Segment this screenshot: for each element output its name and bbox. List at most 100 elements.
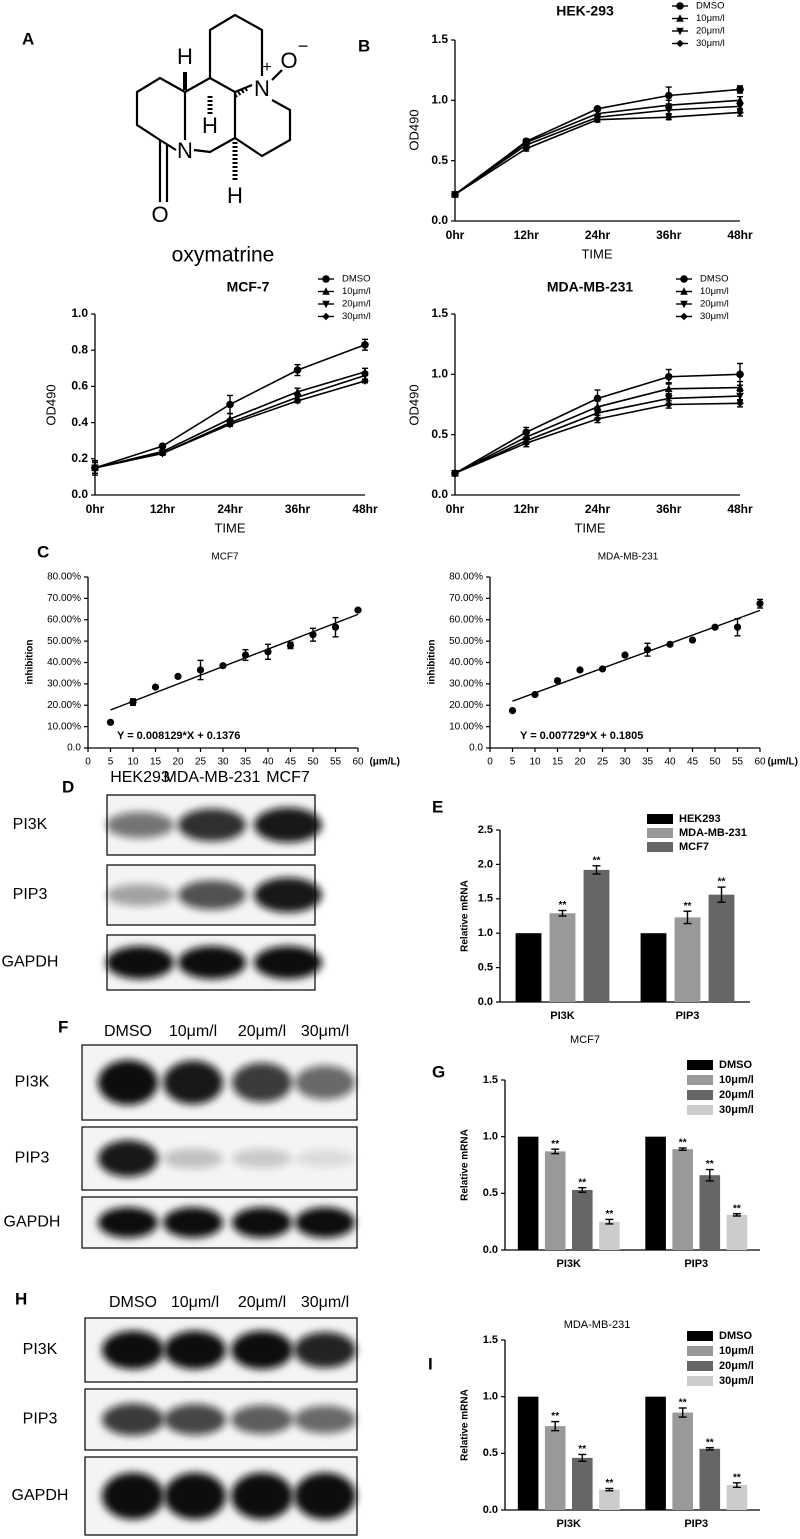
x-tick-label: 60 [352,757,364,768]
n-o-bond [271,69,283,81]
y-tick-label: 10.00% [449,721,483,732]
y-axis-label: Relative mRNA [460,1389,471,1461]
bar [517,1136,539,1250]
y-tick-label: 1.0 [71,306,88,320]
y-tick-label: 80.00% [449,572,483,583]
y-tick-label: 0.8 [71,342,88,356]
legend-swatch [647,828,673,838]
y-tick-label: 0.0 [469,743,483,754]
bar [645,1136,666,1250]
y-tick-label: 0.0 [478,996,493,1008]
blot-band [164,1472,226,1520]
bar [544,1426,566,1510]
point [643,646,652,654]
legend-label: 20μm/l [719,1089,754,1101]
y-tick-label: 80.00% [47,572,81,583]
x-tick-label: 25 [195,757,207,768]
y-tick-label: 0.4 [71,415,88,429]
y-tick-label: 50.00% [449,636,483,647]
legend-marker [322,275,330,283]
atom-label: O [280,48,297,73]
panel-label: A [22,29,34,48]
x-tick-label: 45 [285,757,297,768]
bar [674,917,701,1002]
marker [736,85,744,94]
chart-title: HEK-293 [556,3,614,19]
atom-label: N [177,138,193,163]
x-tick-label: 24hr [585,502,611,516]
blot-band [295,1065,355,1100]
y-tick-label: 60.00% [449,614,483,625]
row-label: GAPDH [2,954,59,971]
x-axis-label: TIME [214,520,245,535]
blot-band [178,808,246,842]
blot-band [231,1405,293,1434]
blot-band [98,1140,158,1177]
x-tick-label: PI3K [557,1258,582,1270]
blot-band [98,1060,158,1105]
panel-label: E [432,797,443,816]
y-tick-label: 1.5 [483,1074,498,1086]
marker [664,106,673,115]
x-axis-label: TIME [581,246,612,261]
y-axis-label: OD490 [406,384,421,425]
legend-marker [676,27,684,36]
charge-label: − [298,36,309,56]
blot-band [164,1403,226,1436]
significance-label: ** [733,1203,741,1214]
significance-label: ** [718,877,726,888]
blot-band [102,1330,164,1370]
x-tick-label: 35 [642,757,654,768]
atom-label: N [254,76,270,101]
x-tick-label: 30 [619,757,631,768]
lane-label: 30μm/l [301,1294,349,1311]
legend-label: 10μm/l [342,286,371,297]
y-axis-label: inhibition [427,640,438,685]
lane-label: DMSO [109,1294,157,1311]
significance-label: ** [684,901,692,912]
lane-label: 10μm/l [171,1294,219,1311]
bar [549,913,576,1002]
y-tick-label: 1.0 [431,93,448,107]
x-tick-label: 40 [262,757,274,768]
legend-label: DMSO [696,1,725,12]
blot-band [106,946,174,979]
legend-swatch [687,1075,713,1085]
significance-label: ** [679,1398,687,1409]
ring-bond [234,99,292,158]
marker [736,383,744,391]
point [553,677,562,685]
legend-label: 30μm/l [342,311,371,322]
x-tick-label: 50 [709,757,721,768]
chart-title: MCF-7 [227,279,270,295]
chart-title: MDA-MB-231 [547,279,634,295]
bar [699,1175,721,1250]
bar [544,1151,566,1250]
point [106,718,115,726]
blot-band [178,880,246,910]
marker [664,395,673,403]
bar [672,1149,693,1250]
x-tick-label: 10 [529,757,541,768]
x-tick-label: 10 [127,757,139,768]
lane-label: MDA-MB-231 [164,769,261,786]
y-tick-label: 1.0 [483,1131,498,1143]
point [129,698,137,706]
point [151,683,160,691]
panel-label: I [428,1354,433,1373]
blot-band [231,1330,293,1370]
x-tick-label: 12hr [514,228,540,242]
legend-label: DMSO [719,1330,752,1342]
y-tick-label: 0.5 [483,1447,498,1459]
lane-label: 10μm/l [169,1023,217,1040]
y-tick-label: 0.0 [71,487,88,501]
panel-label: D [62,777,74,796]
y-tick-label: 30.00% [47,679,81,690]
x-tick-label: 0hr [446,502,465,516]
y-tick-label: 0.5 [431,153,448,167]
y-tick-label: 20.00% [449,700,483,711]
legend-swatch [687,1090,713,1100]
marker [361,340,369,349]
x-axis-label: TIME [574,520,605,535]
x-tick-label: 24hr [585,228,611,242]
